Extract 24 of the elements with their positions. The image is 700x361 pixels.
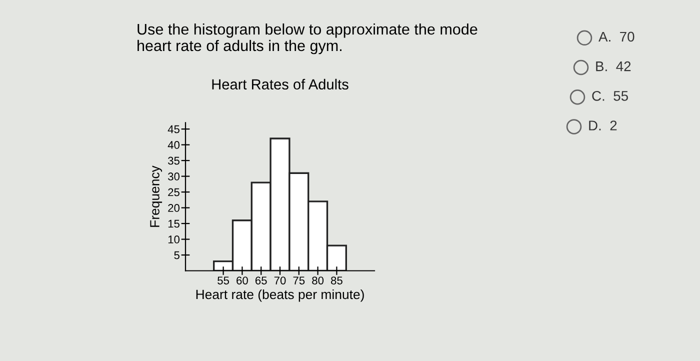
y-tick-label: 5 [174,251,180,260]
x-tick-label: 80 [312,276,324,284]
x-tick-label: 65 [255,276,267,284]
y-tick-label: 20 [168,204,180,212]
y-tick-label: 30 [168,172,180,180]
y-axis-title: Frequency [150,166,162,227]
y-tick-label: 45 [168,125,180,134]
y-tick-label: 40 [168,141,180,149]
x-tick-label: 55 [218,276,230,284]
x-tick-label: 60 [236,276,248,284]
x-axis-title: Heart rate (beats per minute) [196,289,364,302]
text: A. 70 [598,32,634,42]
x-tick-label: 75 [293,276,305,284]
y-tick-label: 35 [168,156,180,165]
text: C. 55 [592,91,628,101]
y-tick-label: 25 [168,188,180,196]
text: D. 2 [589,120,617,130]
y-tick-label: 15 [168,220,180,228]
x-tick-label: 85 [331,276,342,284]
chart-title: Heart Rates of Adults [212,78,348,90]
text: Use the histogram below to approximate the mode heart rate of adults in the gym. [138,23,478,54]
y-tick-label: 10 [168,236,180,244]
text: B. 42 [596,61,631,72]
x-tick-label: 70 [274,276,286,284]
